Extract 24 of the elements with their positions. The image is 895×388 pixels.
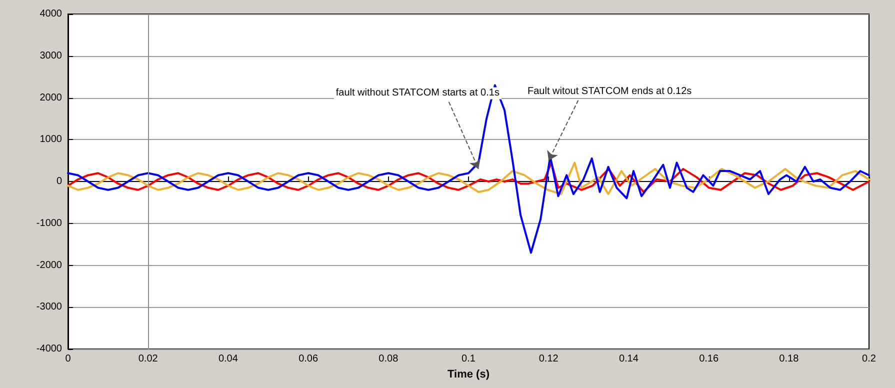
x-tick-label: 0.08	[378, 354, 399, 364]
y-tick-label: 1000	[40, 134, 62, 146]
x-tick-label: 0	[65, 354, 72, 364]
y-tick-label: 2000	[40, 92, 62, 104]
y-tick-label: -2000	[36, 260, 62, 271]
x-tick-label: 0.18	[779, 354, 800, 364]
y-tick-label: 4000	[40, 8, 62, 20]
x-tick-label: 0.16	[699, 354, 719, 364]
x-tick-label: 0.2	[862, 354, 876, 364]
y-tick-label: -3000	[36, 302, 62, 313]
x-tick-label: 0.04	[218, 354, 238, 364]
x-tick-label: 0.1	[462, 354, 476, 364]
line-series	[67, 84, 870, 254]
y-tick-label: 0	[56, 176, 62, 187]
annotation: Fault witout STATCOM ends at 0.12s	[527, 86, 692, 98]
y-tick-label: -4000	[36, 344, 62, 354]
annotation: fault without STATCOM starts at 0.1s	[336, 88, 500, 99]
x-tick-label: 0.02	[138, 354, 158, 364]
x-tick-label: 0.12	[538, 354, 559, 364]
x-axis-title: Time (s)	[448, 368, 490, 380]
y-tick-label: -1000	[36, 218, 62, 229]
x-tick-label: 0.14	[618, 354, 639, 364]
y-tick-label: 3000	[40, 50, 62, 62]
x-tick-label: 0.06	[298, 354, 318, 364]
